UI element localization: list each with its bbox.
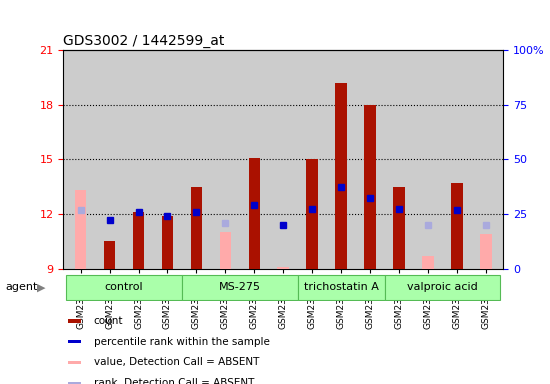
Bar bbox=[393, 187, 405, 269]
Bar bbox=[75, 190, 86, 269]
Text: percentile rank within the sample: percentile rank within the sample bbox=[94, 337, 270, 347]
Text: GDS3002 / 1442599_at: GDS3002 / 1442599_at bbox=[63, 33, 224, 48]
Bar bbox=[336, 83, 347, 269]
Bar bbox=[298, 275, 384, 300]
Text: rank, Detection Call = ABSENT: rank, Detection Call = ABSENT bbox=[94, 378, 254, 384]
Text: agent: agent bbox=[6, 282, 38, 292]
Text: control: control bbox=[104, 282, 144, 292]
FancyBboxPatch shape bbox=[68, 340, 80, 343]
FancyBboxPatch shape bbox=[68, 361, 80, 364]
Bar bbox=[422, 256, 434, 269]
Bar bbox=[182, 275, 298, 300]
Bar bbox=[104, 242, 116, 269]
Text: MS-275: MS-275 bbox=[219, 282, 261, 292]
Bar bbox=[191, 187, 202, 269]
FancyBboxPatch shape bbox=[68, 382, 80, 384]
Bar bbox=[306, 159, 318, 269]
Text: value, Detection Call = ABSENT: value, Detection Call = ABSENT bbox=[94, 358, 259, 367]
Bar bbox=[66, 275, 182, 300]
Text: trichostatin A: trichostatin A bbox=[304, 282, 378, 292]
Bar bbox=[451, 183, 463, 269]
FancyBboxPatch shape bbox=[68, 319, 80, 323]
Text: ▶: ▶ bbox=[37, 282, 46, 292]
Text: valproic acid: valproic acid bbox=[407, 282, 478, 292]
Bar bbox=[480, 234, 492, 269]
Text: count: count bbox=[94, 316, 123, 326]
Bar bbox=[162, 216, 173, 269]
Bar bbox=[364, 105, 376, 269]
Bar bbox=[384, 275, 500, 300]
Bar bbox=[277, 267, 289, 269]
Bar bbox=[249, 157, 260, 269]
Bar bbox=[133, 212, 144, 269]
Bar bbox=[219, 232, 231, 269]
